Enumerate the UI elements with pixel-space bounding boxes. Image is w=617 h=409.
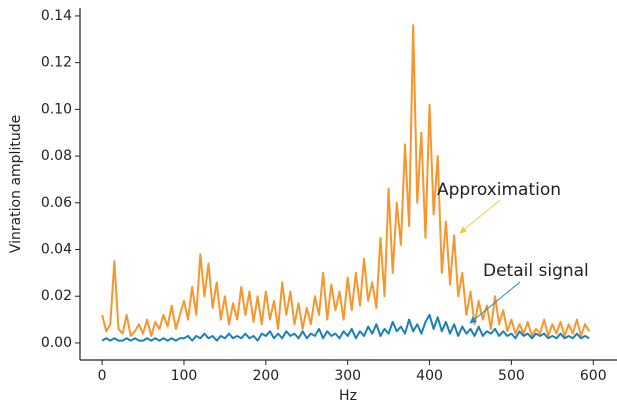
y-tick-label: 0.14	[41, 8, 72, 24]
y-axis-label: Vinration amplitude	[8, 115, 24, 253]
x-tick-label: 600	[580, 368, 607, 384]
x-tick-label: 200	[252, 368, 279, 384]
y-tick-label: 0.02	[41, 288, 72, 304]
x-tick-label: 300	[334, 368, 361, 384]
annotation: Approximation	[437, 180, 561, 200]
y-tick-label: 0.08	[41, 148, 72, 164]
y-tick-label: 0.12	[41, 55, 72, 71]
x-axis-label: Hz	[339, 388, 357, 404]
y-tick-label: 0.10	[41, 101, 72, 117]
annotation: Detail signal	[483, 261, 589, 281]
x-tick-label: 400	[416, 368, 443, 384]
series-line	[101, 313, 590, 342]
x-tick-label: 500	[498, 368, 525, 384]
y-tick-label: 0.06	[41, 195, 72, 211]
series-line	[101, 24, 591, 337]
plot-area	[101, 24, 591, 342]
x-tick-label: 0	[98, 368, 107, 384]
y-tick-label: 0.00	[41, 335, 72, 351]
x-tick-label: 100	[171, 368, 198, 384]
annotation-arrow	[469, 281, 521, 324]
annotation-arrow	[459, 199, 501, 234]
y-tick-label: 0.04	[41, 242, 72, 258]
